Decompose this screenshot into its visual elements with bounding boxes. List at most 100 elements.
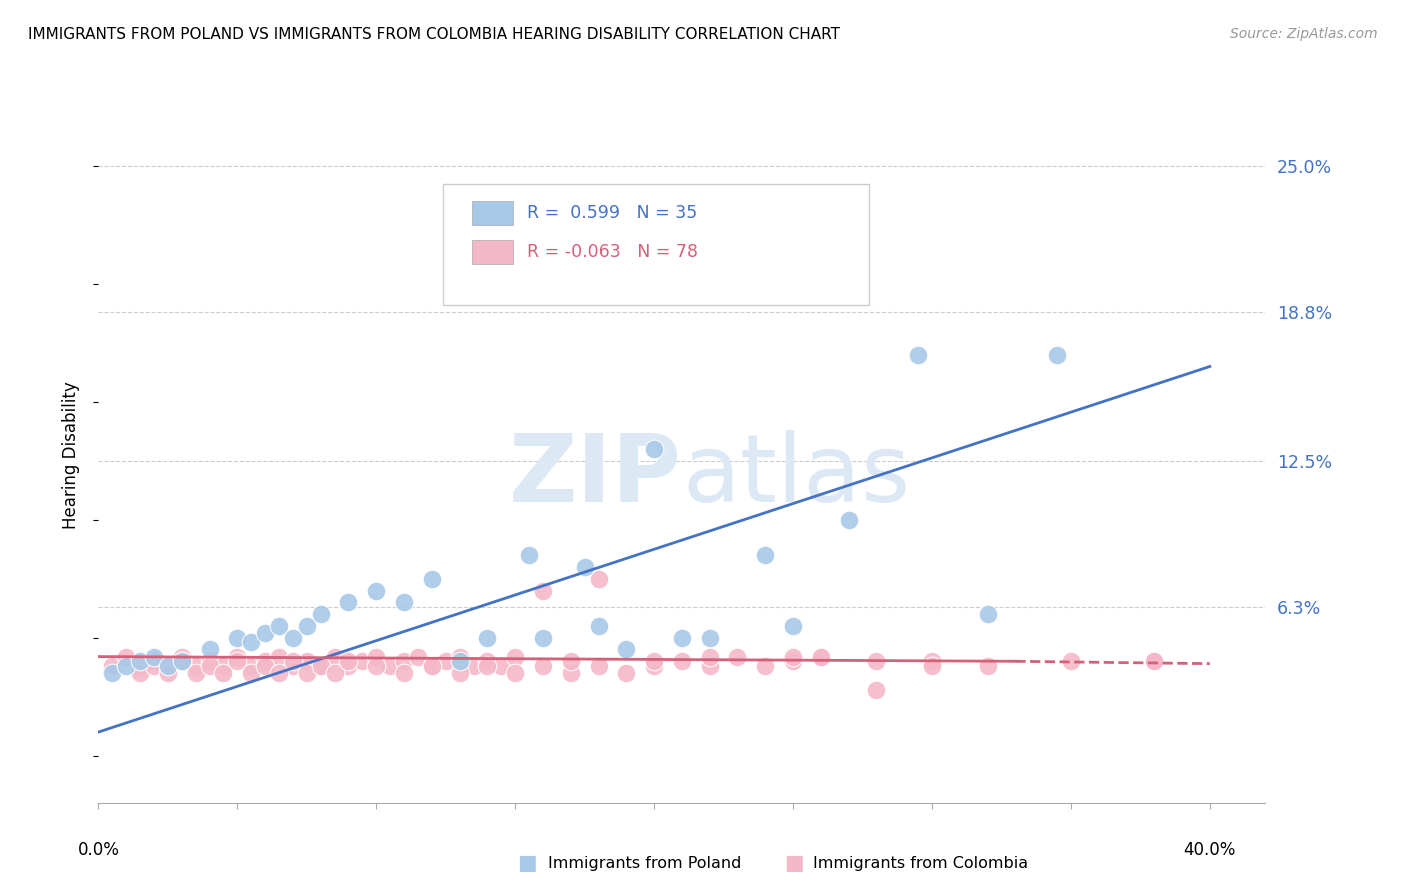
Point xyxy=(226,654,249,668)
Point xyxy=(184,666,207,681)
Point xyxy=(337,659,360,673)
Point xyxy=(1143,654,1166,668)
Point xyxy=(671,654,693,668)
Point xyxy=(170,649,193,664)
Point xyxy=(226,631,249,645)
Text: Immigrants from Colombia: Immigrants from Colombia xyxy=(813,856,1028,871)
Point xyxy=(588,572,610,586)
Point xyxy=(782,649,804,664)
Point xyxy=(143,649,166,664)
Point xyxy=(323,649,346,664)
Point xyxy=(588,659,610,673)
Text: Source: ZipAtlas.com: Source: ZipAtlas.com xyxy=(1230,27,1378,41)
Point xyxy=(309,607,332,621)
Point xyxy=(531,583,554,598)
Point xyxy=(212,659,235,673)
Text: R =  0.599   N = 35: R = 0.599 N = 35 xyxy=(527,204,697,222)
Text: 0.0%: 0.0% xyxy=(77,840,120,858)
Point xyxy=(838,513,860,527)
Point xyxy=(643,654,665,668)
Point xyxy=(198,659,221,673)
Point xyxy=(115,659,138,673)
Point xyxy=(1060,654,1083,668)
Point xyxy=(449,649,471,664)
Point xyxy=(614,666,637,681)
Point xyxy=(727,649,749,664)
Text: R = -0.063   N = 78: R = -0.063 N = 78 xyxy=(527,244,697,261)
Point xyxy=(560,666,582,681)
Point xyxy=(323,666,346,681)
Point xyxy=(378,659,402,673)
Point xyxy=(865,682,887,697)
Point xyxy=(281,631,304,645)
Text: Immigrants from Poland: Immigrants from Poland xyxy=(548,856,742,871)
Point xyxy=(170,654,193,668)
Point xyxy=(281,659,304,673)
Point xyxy=(1046,348,1069,362)
Point xyxy=(295,666,318,681)
Point xyxy=(810,649,832,664)
Point xyxy=(921,654,943,668)
Point xyxy=(143,654,166,668)
Text: 40.0%: 40.0% xyxy=(1184,840,1236,858)
FancyBboxPatch shape xyxy=(472,240,513,264)
Point xyxy=(254,654,277,668)
Point xyxy=(503,649,526,664)
Point xyxy=(449,666,471,681)
Point xyxy=(699,649,721,664)
Point xyxy=(491,659,513,673)
Point xyxy=(503,666,526,681)
Text: ■: ■ xyxy=(517,854,537,873)
Point xyxy=(434,654,457,668)
Point xyxy=(392,654,415,668)
Point xyxy=(463,659,485,673)
Point xyxy=(976,659,998,673)
Point xyxy=(198,654,221,668)
Point xyxy=(156,659,179,673)
Point xyxy=(156,659,179,673)
Point xyxy=(907,348,929,362)
Point xyxy=(531,631,554,645)
Point xyxy=(420,572,443,586)
Point xyxy=(366,659,388,673)
Point xyxy=(281,654,304,668)
Point xyxy=(240,659,263,673)
Point xyxy=(392,595,415,609)
Point xyxy=(115,649,138,664)
Point xyxy=(184,659,207,673)
Point xyxy=(477,631,499,645)
Point xyxy=(267,619,290,633)
Point xyxy=(156,666,179,681)
Point xyxy=(614,642,637,657)
Point xyxy=(101,659,124,673)
Point xyxy=(101,666,124,681)
Point xyxy=(406,649,429,664)
Point xyxy=(754,659,776,673)
Point xyxy=(352,654,374,668)
Point xyxy=(420,659,443,673)
Point xyxy=(449,654,471,668)
Point xyxy=(782,654,804,668)
Point xyxy=(129,654,152,668)
Point xyxy=(366,649,388,664)
Point xyxy=(588,619,610,633)
Point xyxy=(309,659,332,673)
Point xyxy=(254,659,277,673)
Point xyxy=(198,642,221,657)
Point xyxy=(337,595,360,609)
Point xyxy=(309,659,332,673)
FancyBboxPatch shape xyxy=(472,201,513,226)
Text: IMMIGRANTS FROM POLAND VS IMMIGRANTS FROM COLOMBIA HEARING DISABILITY CORRELATIO: IMMIGRANTS FROM POLAND VS IMMIGRANTS FRO… xyxy=(28,27,841,42)
Text: atlas: atlas xyxy=(682,430,910,522)
Point xyxy=(671,631,693,645)
Point xyxy=(643,442,665,456)
Point xyxy=(477,654,499,668)
Point xyxy=(574,560,596,574)
Point xyxy=(1143,654,1166,668)
Point xyxy=(240,635,263,649)
Point xyxy=(782,619,804,633)
Point xyxy=(240,666,263,681)
Point xyxy=(170,654,193,668)
Point xyxy=(754,548,776,562)
Point xyxy=(517,548,540,562)
